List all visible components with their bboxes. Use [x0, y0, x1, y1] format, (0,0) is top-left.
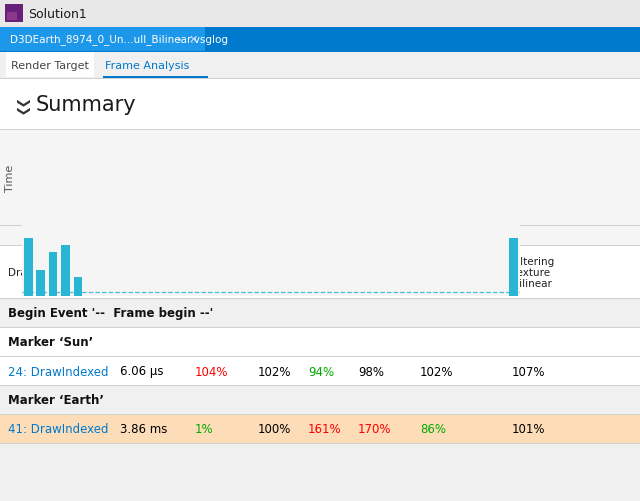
Text: Summary: Summary: [36, 95, 136, 115]
Text: 170%: 170%: [358, 423, 392, 436]
Text: ❯: ❯: [14, 98, 27, 108]
Bar: [0, 28, 640, 52]
Text: 0x: 0x: [258, 273, 271, 283]
Text: Solution1: Solution1: [28, 8, 87, 21]
Text: 1x1: 1x1: [195, 279, 214, 289]
Text: 3.86 ms: 3.86 ms: [120, 423, 168, 436]
Bar: [24, 238, 33, 297]
Text: Point: Point: [420, 279, 446, 289]
Text: 41: DrawIndexed: 41: DrawIndexed: [8, 423, 109, 436]
Bar: [36, 270, 45, 297]
Bar: [49, 253, 58, 297]
Text: •: •: [175, 35, 182, 45]
Bar: [0, 225, 640, 245]
Bar: [0, 52, 640, 53]
Bar: [74, 278, 83, 297]
Text: 102%: 102%: [420, 365, 454, 378]
Text: Marker ‘Sun’: Marker ‘Sun’: [8, 336, 93, 349]
Text: Begin Event '--  Frame begin --': Begin Event '-- Frame begin --': [8, 307, 213, 320]
Bar: [0, 357, 640, 385]
Text: 101%: 101%: [512, 423, 545, 436]
Bar: [0, 245, 640, 246]
Text: MSAA: MSAA: [358, 262, 388, 272]
Bar: [0, 327, 640, 328]
Bar: [0, 80, 640, 130]
Text: 1%: 1%: [195, 423, 214, 436]
Bar: [0, 53, 640, 79]
Text: 86%: 86%: [420, 423, 446, 436]
Text: Texture: Texture: [512, 268, 550, 278]
Bar: [0, 28, 205, 52]
Bar: [0, 79, 640, 80]
Text: MSAA: MSAA: [308, 262, 339, 272]
Bar: [0, 299, 640, 300]
Text: 2x: 2x: [308, 273, 321, 283]
Bar: [0, 246, 640, 299]
Text: 98%: 98%: [358, 365, 384, 378]
Bar: [0, 443, 640, 444]
Bar: [0, 386, 640, 414]
Text: D3DEarth_8974_0_Un...ull_Bilinear.vsglog: D3DEarth_8974_0_Un...ull_Bilinear.vsglog: [10, 35, 228, 46]
Bar: [0, 356, 640, 357]
Text: ✕: ✕: [189, 35, 198, 45]
Text: 94%: 94%: [308, 365, 334, 378]
Bar: [0, 131, 640, 225]
Text: Filtering: Filtering: [512, 257, 554, 267]
Bar: [0, 414, 640, 415]
Text: Baseline: Baseline: [120, 268, 164, 278]
Text: 102%: 102%: [258, 365, 291, 378]
Bar: [0, 0, 640, 28]
Text: Render Target: Render Target: [11, 61, 89, 71]
Text: 104%: 104%: [195, 365, 228, 378]
Text: ❯: ❯: [14, 106, 27, 116]
Text: 6.06 μs: 6.06 μs: [120, 365, 163, 378]
Text: Frame Analysis: Frame Analysis: [105, 61, 189, 71]
Text: 24: DrawIndexed: 24: DrawIndexed: [8, 365, 109, 378]
Text: 4x: 4x: [358, 273, 371, 283]
Text: Time: Time: [5, 164, 15, 192]
Text: 107%: 107%: [512, 365, 545, 378]
Bar: [11, 13, 17, 21]
Bar: [0, 385, 640, 386]
Bar: [0, 130, 640, 131]
Text: 161%: 161%: [308, 423, 342, 436]
Bar: [0, 415, 640, 443]
Text: 100%: 100%: [258, 423, 291, 436]
Bar: [103, 77, 208, 79]
Text: Marker ‘Earth’: Marker ‘Earth’: [8, 394, 104, 407]
Bar: [0, 328, 640, 356]
Bar: [0, 225, 640, 226]
Text: Viewport: Viewport: [195, 268, 241, 278]
Text: MSAA: MSAA: [258, 262, 288, 272]
Text: Texture: Texture: [420, 268, 458, 278]
Bar: [6, 53, 94, 78]
Bar: [0, 300, 640, 327]
Text: Draw Event: Draw Event: [8, 268, 68, 278]
Bar: [61, 246, 70, 297]
Bar: [7, 13, 13, 21]
Text: Bilinear: Bilinear: [512, 279, 552, 289]
Text: Draw call: Draw call: [294, 230, 346, 240]
Bar: [5, 5, 23, 23]
Text: Filtering: Filtering: [420, 257, 462, 267]
Text: Size: Size: [195, 257, 216, 267]
Bar: [509, 238, 518, 297]
